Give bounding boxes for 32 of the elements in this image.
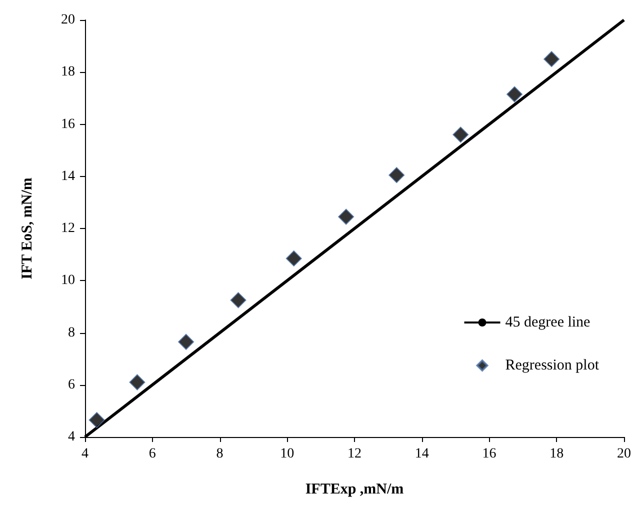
x-tick-label: 20 [617,446,631,462]
legend-label: Regression plot [505,358,600,374]
point [88,412,105,428]
y-tick-label: 10 [61,273,75,288]
point [388,167,405,184]
y-tick-label: 16 [61,116,75,132]
x-tick-label: 4 [82,446,88,462]
point [506,86,523,102]
x-axis-title: IFTExp ,mN/m [305,482,404,498]
point [544,51,560,68]
x-tick-label: 14 [414,446,429,462]
point [178,334,194,350]
x-tick-label: 6 [148,446,156,462]
y-tick-label: 8 [68,325,75,340]
y-tick-label: 6 [68,377,75,392]
x-tick-label: 10 [280,446,294,462]
legend-label: 45 degree line [505,314,591,330]
y-tick-label: 12 [61,221,75,236]
y-axis-title: IFT EoS, mN/m [20,177,36,280]
point [452,126,469,143]
point [129,374,146,390]
y-tick-label: 4 [68,430,75,444]
point [338,208,354,225]
x-tick-label: 16 [482,446,496,462]
x-tick-label: 18 [550,446,564,462]
x-tick-label: 8 [216,446,224,462]
point [286,250,302,266]
y-tick-label: 20 [61,12,75,28]
y-tick-label: 14 [61,168,75,184]
point [230,292,246,308]
y-tick-label: 18 [61,64,75,80]
x-tick-label: 12 [348,446,362,462]
